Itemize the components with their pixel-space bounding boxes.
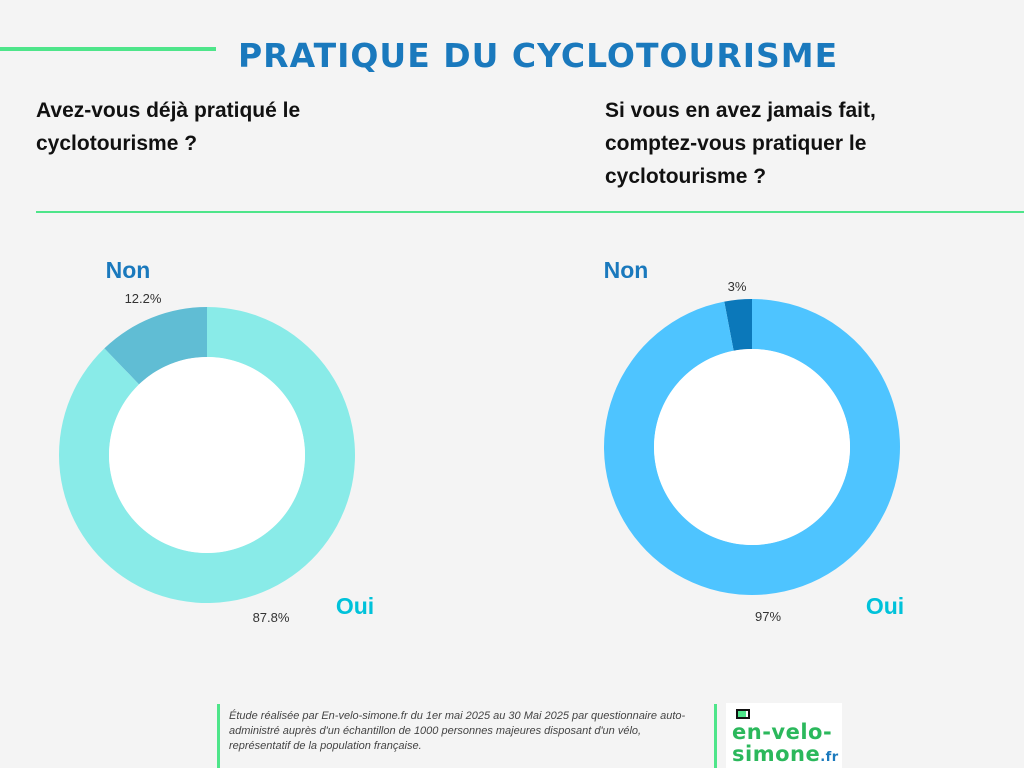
logo-text-tld: .fr xyxy=(820,750,839,765)
donut-1-value-label-oui: 87.8% xyxy=(253,610,290,625)
donut-2-category-non: Non xyxy=(604,257,649,283)
footer-accent-right xyxy=(714,704,717,768)
donut-2-category-oui: Oui xyxy=(866,593,904,619)
question-right: Si vous en avez jamais fait, comptez-vou… xyxy=(605,99,876,188)
donut-2-slice-oui xyxy=(604,299,901,595)
donut-1-category-non: Non xyxy=(106,257,151,283)
footer-accent-left xyxy=(217,704,220,768)
donut-1-slice-non xyxy=(104,307,207,385)
question-left: Avez-vous déjà pratiqué le cyclotourisme… xyxy=(36,99,301,155)
donut-2-value-label-non: 3% xyxy=(728,279,747,294)
logo-text-line2: simone.fr xyxy=(732,742,839,766)
page-title: PRATIQUE DU CYCLOTOURISME xyxy=(238,36,839,75)
section-divider xyxy=(36,211,1024,213)
study-note: Étude réalisée par En-velo-simone.fr du … xyxy=(229,710,686,752)
donut-2-slice-non xyxy=(724,299,752,351)
donut-1-hole xyxy=(109,357,305,553)
logo-text-line1: en-velo- xyxy=(732,720,833,744)
donut-charts: Non Oui 12.2% 87.8% Non Oui 3% 97% xyxy=(58,257,904,625)
donut-1-category-oui: Oui xyxy=(336,593,374,619)
donut-1-value-label-non: 12.2% xyxy=(125,291,162,306)
donut-2-value-label-oui: 97% xyxy=(755,609,781,624)
battery-icon xyxy=(736,709,750,719)
donut-1-slice-oui xyxy=(58,307,356,604)
brand-logo[interactable]: en-velo- simone.fr xyxy=(726,703,842,768)
logo-text-name: simone xyxy=(732,742,821,766)
title-accent-line xyxy=(0,47,216,51)
donut-2-hole xyxy=(654,349,850,545)
